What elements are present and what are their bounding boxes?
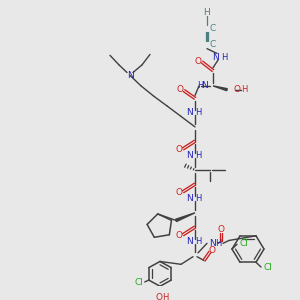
Text: O: O	[176, 231, 182, 240]
Text: N: N	[186, 237, 193, 246]
Text: N: N	[127, 71, 134, 80]
Text: C: C	[209, 40, 215, 49]
Polygon shape	[176, 213, 195, 221]
Polygon shape	[213, 86, 227, 91]
Text: H: H	[196, 81, 203, 90]
Text: H: H	[215, 239, 221, 248]
Text: Cl: Cl	[264, 263, 272, 272]
Text: O: O	[176, 188, 182, 197]
Text: H: H	[162, 293, 168, 300]
Text: N: N	[212, 53, 219, 62]
Text: H: H	[202, 8, 209, 17]
Text: Cl: Cl	[240, 239, 248, 248]
Text: H: H	[195, 237, 201, 246]
Text: O: O	[176, 145, 182, 154]
Text: H: H	[195, 194, 201, 203]
Text: N: N	[186, 194, 193, 203]
Text: H: H	[241, 85, 247, 94]
Text: H: H	[195, 108, 201, 117]
Text: O: O	[233, 85, 241, 94]
Text: O: O	[176, 85, 184, 94]
Text: O: O	[218, 224, 224, 233]
Text: O: O	[155, 293, 163, 300]
Text: O: O	[194, 57, 202, 66]
Text: H: H	[221, 53, 227, 62]
Text: N: N	[186, 108, 193, 117]
Text: Cl: Cl	[134, 278, 143, 287]
Text: C: C	[209, 24, 215, 33]
Text: N: N	[209, 239, 216, 248]
Text: O: O	[208, 245, 215, 254]
Text: N: N	[201, 81, 208, 90]
Text: H: H	[195, 151, 201, 160]
Text: N: N	[186, 151, 193, 160]
